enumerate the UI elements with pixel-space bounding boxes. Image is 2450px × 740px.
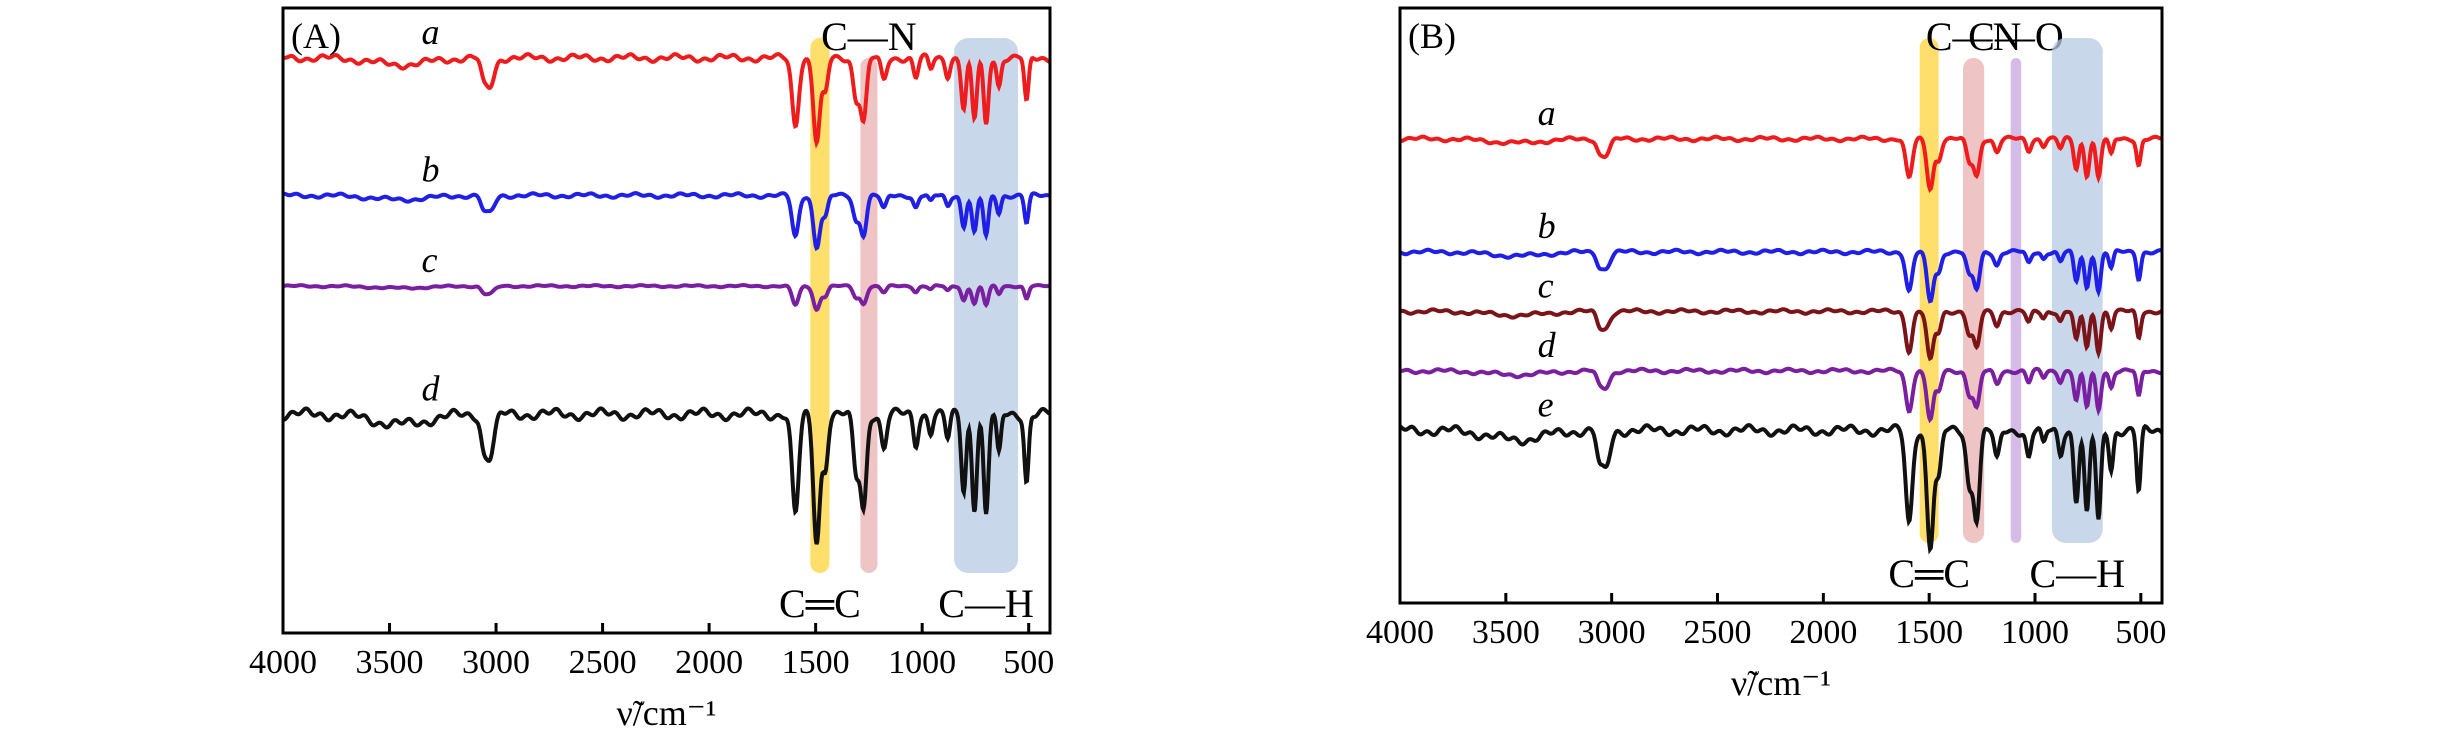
x-axis-title: ν̃/cm⁻¹ [616, 693, 716, 733]
series-label-c: c [1538, 265, 1554, 305]
series-label-b: b [1538, 206, 1556, 246]
band-1 [1963, 58, 1985, 543]
series-label-b: b [421, 150, 439, 190]
x-tick-label: 2500 [569, 644, 637, 681]
band-label: C═C [1888, 551, 1970, 596]
x-tick-label: 1000 [2001, 614, 2069, 651]
band-label: C—H [2030, 551, 2126, 596]
x-tick-label: 1000 [888, 644, 956, 681]
series-label-d: d [421, 368, 440, 408]
band-label: C—N [1926, 14, 2022, 59]
plot-frame [1398, 6, 2164, 605]
x-tick-label: 4000 [249, 644, 317, 681]
x-tick-label: 2500 [1684, 614, 1752, 651]
x-tick-label: 500 [1003, 644, 1054, 681]
series-line-a [1400, 134, 2162, 194]
x-tick-label: 2000 [1789, 614, 1857, 651]
series-label-a: a [421, 12, 439, 52]
panel-label: (A) [291, 16, 341, 56]
series-line-b [282, 191, 1051, 252]
series-line-a [282, 52, 1051, 149]
plot-frame [281, 6, 1052, 635]
band-label: C═C [779, 581, 861, 626]
x-tick-label: 2000 [675, 644, 743, 681]
chart-panel-a: C═C C—N C—H a b c d (A) 4000 3500 3000 2500 2000 1500… [249, 6, 1054, 733]
x-tick-label: 1500 [1895, 614, 1963, 651]
series-label-d: d [1538, 325, 1557, 365]
x-tick-label: 3000 [462, 644, 530, 681]
series-line-d [282, 406, 1051, 545]
series-label-c: c [421, 240, 437, 280]
x-tick-label: 3500 [1472, 614, 1540, 651]
x-tick-label: 1500 [782, 644, 850, 681]
band-label: C—H [938, 581, 1034, 626]
band-label: C—N [821, 14, 917, 59]
series-line-d [1399, 366, 2163, 424]
x-tick-label: 3500 [356, 644, 424, 681]
series-line-b [1399, 247, 2163, 304]
series-line-c [1399, 307, 2163, 362]
x-tick-label: 3000 [1578, 614, 1646, 651]
series-label-a: a [1538, 93, 1556, 133]
series-label-e: e [1538, 384, 1554, 424]
band-label: C—O [1968, 14, 2064, 59]
band-1 [860, 58, 878, 573]
x-tick-label: 500 [2115, 614, 2166, 651]
x-tick-label: 4000 [1366, 614, 1434, 651]
series-line-c [282, 282, 1051, 313]
series-line-e [1398, 423, 2164, 555]
panel-label: (B) [1408, 16, 1456, 56]
band-2 [2010, 58, 2022, 543]
x-axis-title: ν̃/cm⁻¹ [1731, 663, 1831, 703]
